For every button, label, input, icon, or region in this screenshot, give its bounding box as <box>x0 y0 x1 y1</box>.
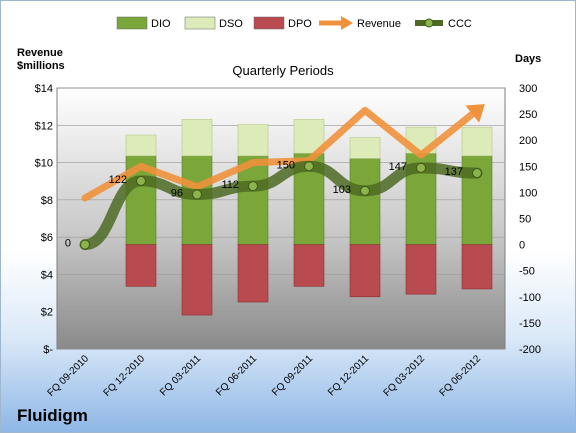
right-tick-label: 300 <box>519 83 537 95</box>
plot-area <box>56 87 506 350</box>
legend-swatch <box>184 16 216 30</box>
category-label: FQ 03-2011 <box>158 353 203 398</box>
ccc-point <box>136 175 146 186</box>
legend-label: DPO <box>288 18 312 30</box>
bar-dso <box>461 126 493 157</box>
bar-dio <box>349 158 381 245</box>
legend-label: CCC <box>448 18 472 30</box>
left-tick-label: $4 <box>41 269 53 281</box>
right-tick-label: 0 <box>519 240 525 252</box>
legend-swatch <box>116 16 148 30</box>
ccc-data-label: 147 <box>389 161 407 173</box>
right-tick-label: -50 <box>519 266 535 278</box>
left-axis-title: Revenue $millions <box>17 47 65 73</box>
bar-dpo <box>461 244 493 290</box>
bar-dso <box>125 134 157 157</box>
ccc-point <box>416 162 426 173</box>
legend-arrowhead <box>341 16 353 30</box>
ccc-point <box>472 168 482 179</box>
left-tick-label: $10 <box>35 158 53 170</box>
ccc-data-label: 96 <box>171 187 183 199</box>
left-axis-title-line1: Revenue <box>17 47 63 59</box>
ccc-data-label: 0 <box>65 238 71 250</box>
legend-swatch <box>253 16 285 30</box>
left-tick-label: $12 <box>35 120 53 132</box>
bar-dpo <box>293 244 325 287</box>
left-tick-label: $- <box>43 344 53 356</box>
ccc-point <box>360 185 370 196</box>
right-tick-label: -200 <box>519 344 541 356</box>
bar-dpo <box>237 244 269 303</box>
ccc-point <box>192 189 202 200</box>
right-tick-label: 100 <box>519 187 537 199</box>
right-tick-label: -150 <box>519 318 541 330</box>
right-tick-label: 200 <box>519 135 537 147</box>
ccc-data-label: 112 <box>221 179 239 191</box>
left-tick-label: $14 <box>35 83 53 95</box>
left-tick-label: $6 <box>41 232 53 244</box>
right-tick-label: 250 <box>519 109 537 121</box>
legend-label: DIO <box>151 18 171 30</box>
revenue-line <box>81 106 481 202</box>
bar-dpo <box>405 244 437 295</box>
bar-dpo <box>349 244 381 298</box>
ccc-data-label: 122 <box>109 174 127 186</box>
bar-dso <box>181 119 213 157</box>
left-tick-label: $2 <box>41 307 53 319</box>
left-axis-title-line2: $millions <box>17 60 65 72</box>
category-label: FQ 09-2010 <box>46 353 92 399</box>
category-label: FQ 12-2011 <box>326 353 371 398</box>
ccc-data-label: 103 <box>333 184 351 196</box>
bar-dso <box>349 137 381 159</box>
ccc-point <box>304 161 314 172</box>
left-tick-label: $8 <box>41 195 53 207</box>
company-name: Fluidigm <box>17 406 88 425</box>
category-label: FQ 12-2010 <box>102 353 148 399</box>
category-label: FQ 06-2011 <box>214 353 259 398</box>
bar-dpo <box>181 244 213 316</box>
legend-label: DSO <box>219 18 243 30</box>
legend-label: Revenue <box>357 18 401 30</box>
bar-dpo <box>125 244 157 287</box>
legend-marker <box>424 18 434 28</box>
ccc-data-label: 150 <box>277 159 295 171</box>
chart-title: Quarterly Periods <box>232 63 334 78</box>
ccc-data-label: 137 <box>445 166 463 178</box>
ccc-point <box>80 239 90 250</box>
right-tick-label: -100 <box>519 292 541 304</box>
category-label: FQ 09-2011 <box>270 353 315 398</box>
right-tick-label: 150 <box>519 161 537 173</box>
category-label: FQ 03-2012 <box>382 353 428 399</box>
ccc-point <box>248 181 258 192</box>
bar-dio <box>181 155 213 245</box>
right-axis-title: Days <box>515 53 542 65</box>
right-tick-label: 50 <box>519 214 531 226</box>
bar-dso <box>237 124 269 157</box>
category-label: FQ 06-2012 <box>438 353 484 399</box>
revenue-arrowhead <box>465 104 485 123</box>
